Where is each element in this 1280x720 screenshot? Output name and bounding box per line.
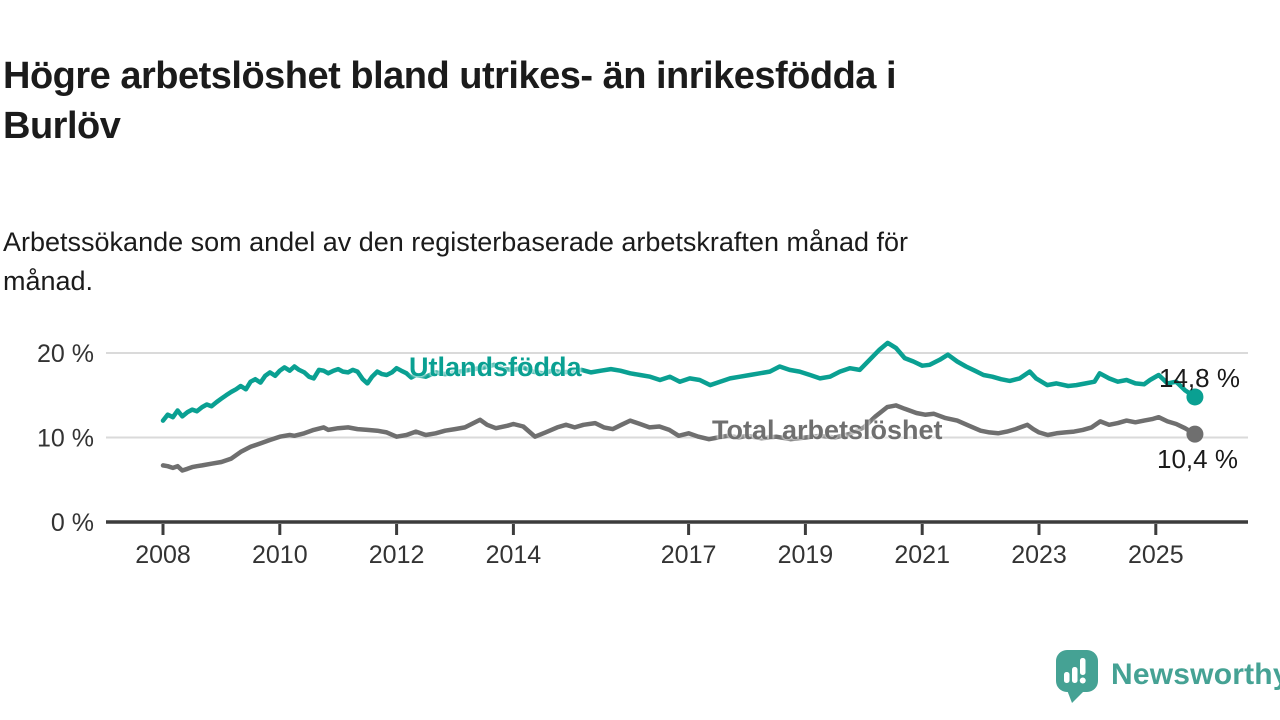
subtitle-line-1: Arbetssökande som andel av den registerb… bbox=[3, 227, 909, 257]
x-tick-label-2014: 2014 bbox=[486, 541, 542, 569]
end-value-label-total-arbetsloshet: 10,4 % bbox=[1157, 444, 1238, 474]
series-line-utlandsfodda bbox=[160, 340, 1198, 423]
x-tick-label-2017: 2017 bbox=[661, 541, 717, 569]
x-tick-label-2019: 2019 bbox=[778, 541, 834, 569]
y-tick-label-10: 10 % bbox=[37, 425, 94, 453]
series-label-utlandsfodda: Utlandsfödda bbox=[409, 352, 582, 382]
y-tick-label-0: 0 % bbox=[51, 509, 94, 537]
y-tick-label-20: 20 % bbox=[37, 340, 94, 368]
x-tick-label-2012: 2012 bbox=[369, 541, 425, 569]
title-line-2: Burlöv bbox=[3, 105, 121, 148]
title-line-1: Högre arbetslöshet bland utrikes- än inr… bbox=[3, 55, 897, 98]
newsworthy-logo-icon bbox=[1056, 650, 1098, 703]
newsworthy-logo: Newsworthy bbox=[1054, 646, 1280, 704]
series-label-total-arbetsloshet: Total arbetslöshet bbox=[712, 415, 943, 445]
page-title: Högre arbetslöshet bland utrikes- än inr… bbox=[3, 51, 1233, 151]
end-dot-total-arbetsloshet bbox=[1186, 425, 1204, 443]
x-tick-label-2021: 2021 bbox=[894, 541, 950, 569]
chart-subtitle: Arbetssökande som andel av den registerb… bbox=[3, 223, 1223, 301]
x-tick-label-2010: 2010 bbox=[252, 541, 308, 569]
subtitle-line-2: månad. bbox=[3, 266, 94, 296]
end-value-label-utlandsfodda: 14,8 % bbox=[1159, 363, 1240, 393]
x-tick-label-2008: 2008 bbox=[135, 541, 191, 569]
newsworthy-logo-text: Newsworthy bbox=[1111, 658, 1280, 691]
series-line-total-arbetsloshet bbox=[160, 403, 1198, 473]
x-tick-label-2025: 2025 bbox=[1128, 541, 1184, 569]
x-tick-label-2023: 2023 bbox=[1011, 541, 1067, 569]
end-dot-utlandsfodda bbox=[1186, 388, 1204, 406]
